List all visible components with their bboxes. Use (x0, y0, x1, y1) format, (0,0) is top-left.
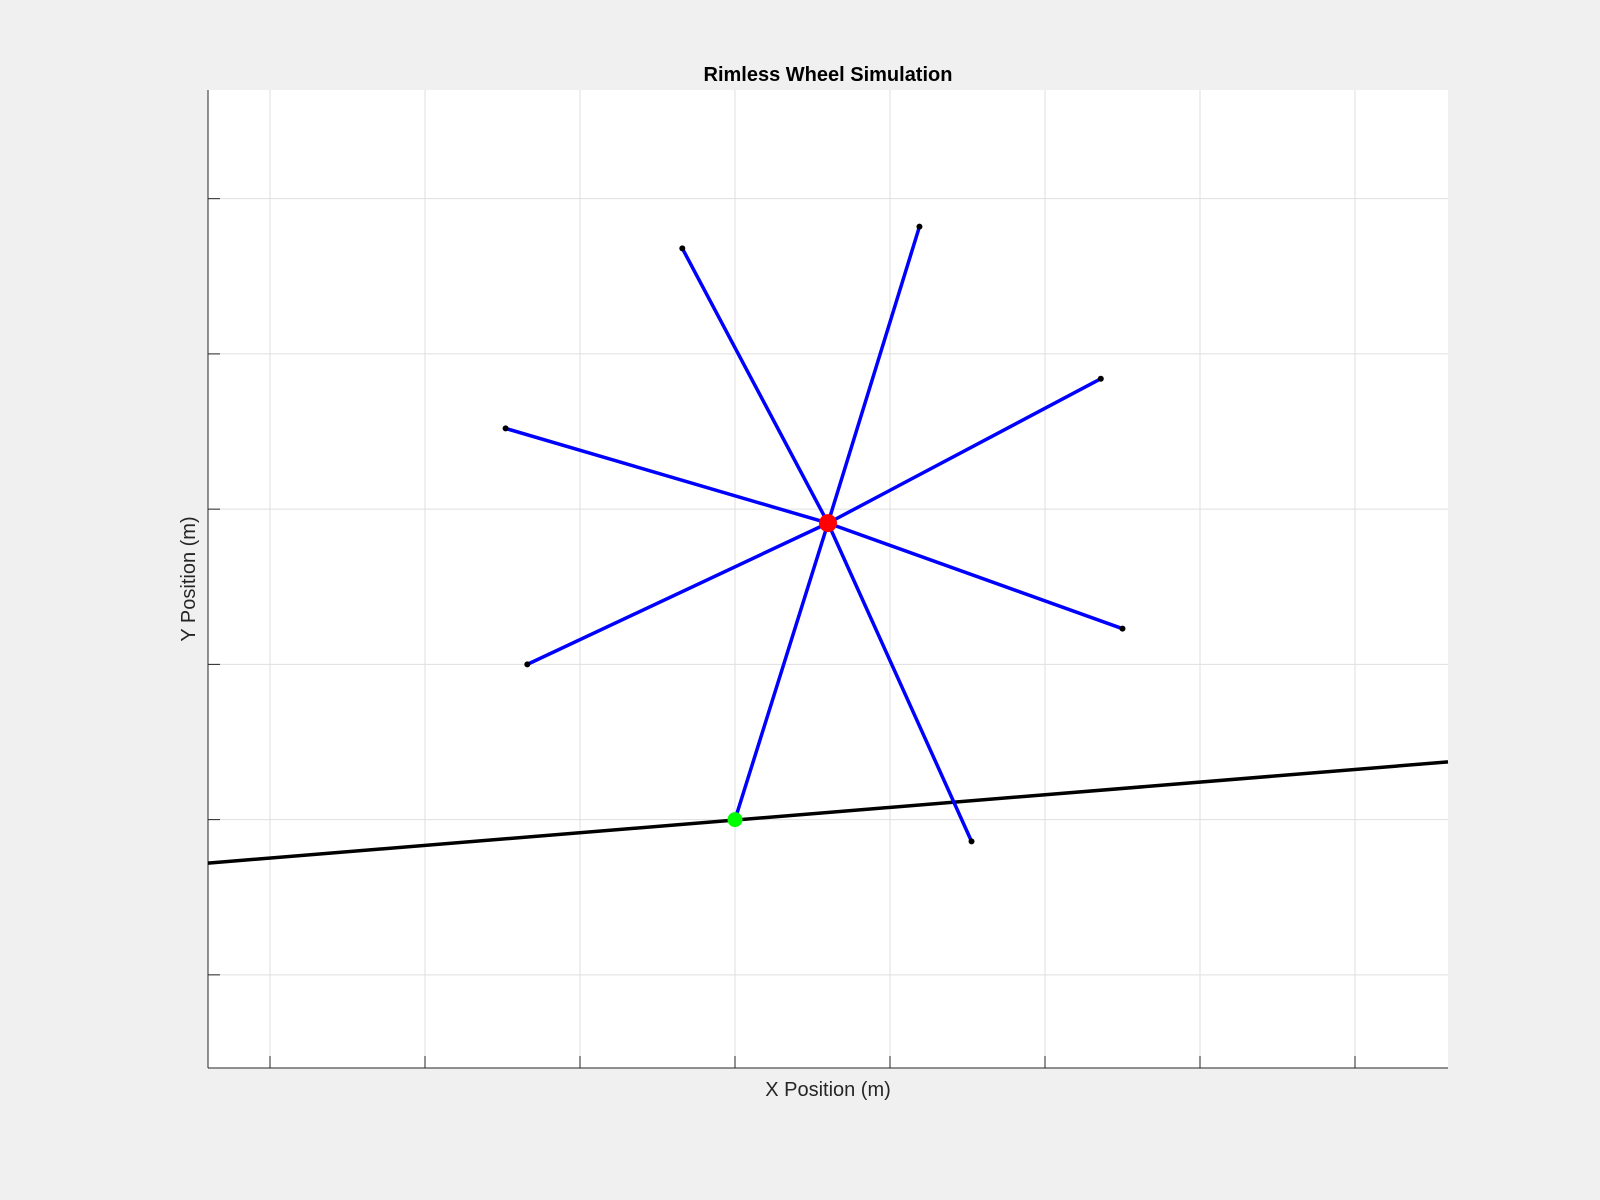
spoke-tip (1119, 625, 1126, 632)
hip-point (819, 514, 837, 533)
data-layer (207, 223, 1449, 865)
spoke-tip (502, 425, 509, 432)
spoke-line (826, 521, 974, 844)
plot-area (208, 90, 1448, 1068)
spoke-tip (1097, 375, 1104, 382)
x-axis-label: X Position (m) (765, 1079, 891, 1101)
axes (207, 90, 1448, 1069)
spoke-line (525, 521, 830, 667)
spoke-tip (524, 661, 531, 668)
spoke-line (826, 376, 1103, 525)
y-axis-label: Y Position (m) (178, 516, 200, 641)
spoke-line (733, 521, 830, 822)
spoke-tip (968, 838, 975, 845)
spoke-line (826, 521, 1125, 631)
spoke-line (680, 246, 830, 525)
stance-foot-point (727, 812, 743, 828)
spoke-tip (916, 223, 923, 230)
grid (208, 90, 1448, 1068)
slope-line (207, 760, 1449, 865)
chart-title: Rimless Wheel Simulation (704, 64, 953, 86)
spoke-line (503, 426, 830, 525)
spoke-line (826, 224, 922, 525)
spoke-tip (679, 245, 686, 252)
